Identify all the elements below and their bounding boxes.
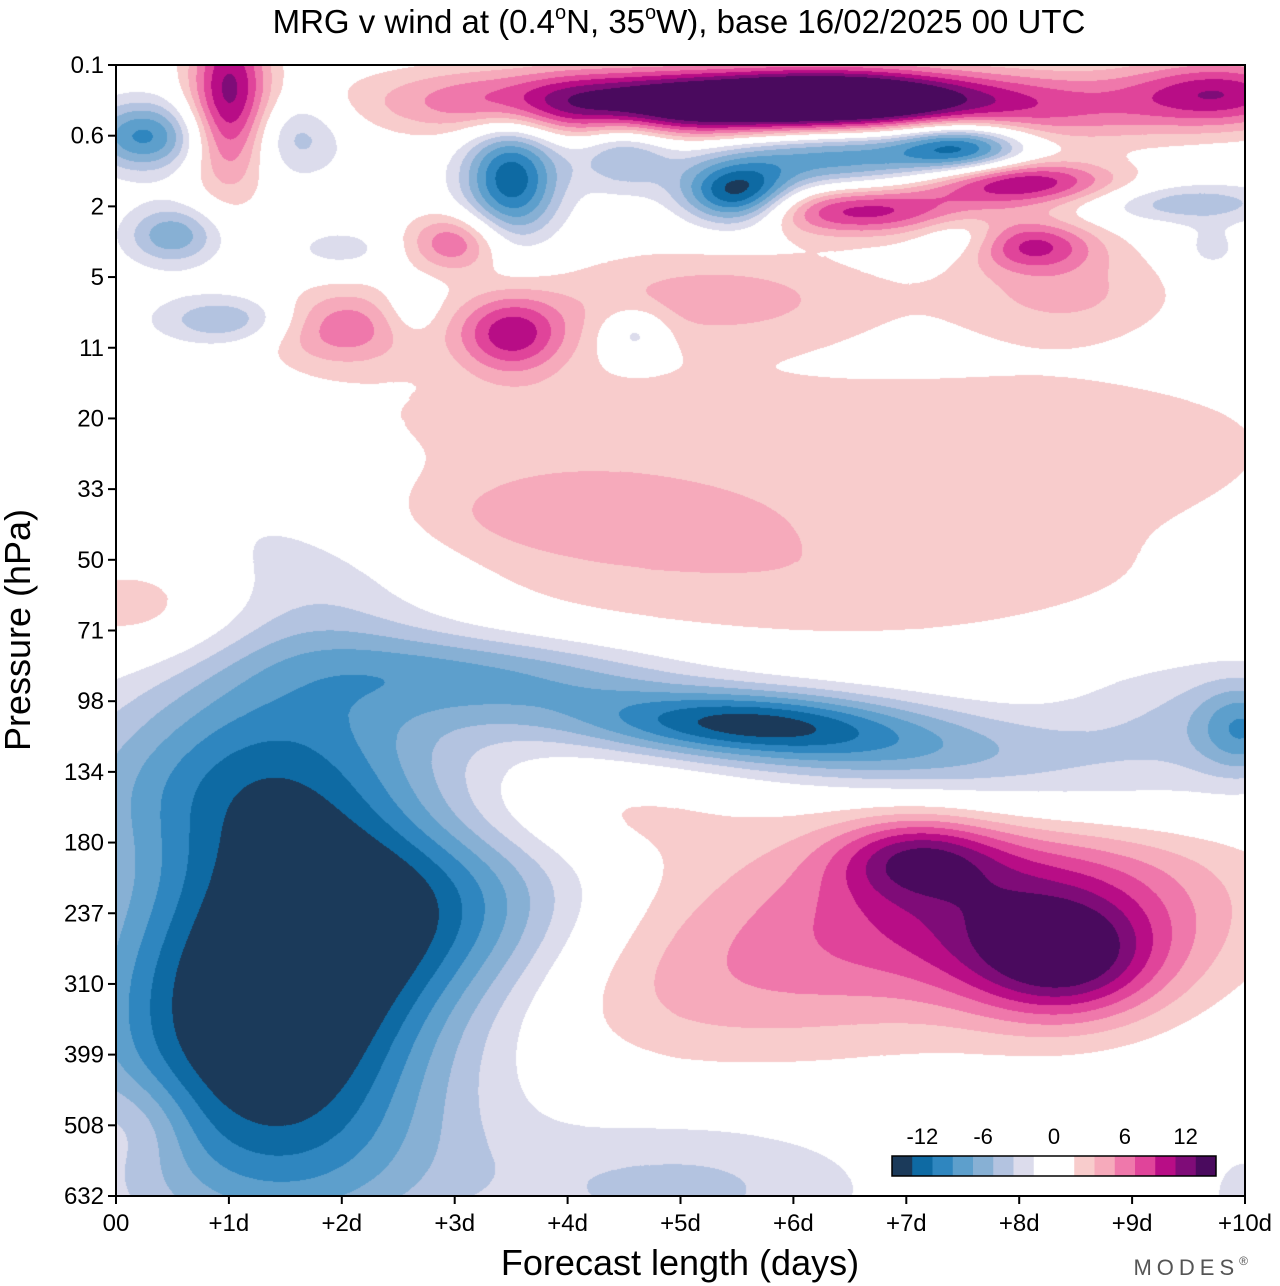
x-tick-label: 00: [103, 1210, 130, 1237]
colorbar-swatch: [1114, 1156, 1136, 1176]
y-tick-label: 0.1: [71, 52, 104, 79]
colorbar-swatch: [932, 1156, 954, 1176]
colorbar-swatch: [1175, 1156, 1197, 1176]
colorbar-swatch: [1195, 1156, 1217, 1176]
colorbar: -12 -6 0 6 12: [891, 1124, 1217, 1177]
x-tick-label: +1d: [209, 1210, 250, 1237]
x-tick-label: +5d: [660, 1210, 701, 1237]
x-tick-label: +4d: [547, 1210, 588, 1237]
modes-logo: MODES®: [1133, 1254, 1248, 1280]
colorbar-swatch: [912, 1156, 933, 1176]
contour-field: [116, 65, 1245, 1196]
y-tick-label: 310: [64, 971, 104, 998]
x-tick-label: +2d: [321, 1210, 362, 1237]
title-degree-2: o: [645, 2, 656, 24]
x-tick-label: +7d: [886, 1210, 927, 1237]
chart-title: MRG v wind at (0.4oN, 35oW), base 16/02/…: [273, 2, 1086, 40]
colorbar-swatch: [892, 1156, 913, 1176]
colorbar-frame: [891, 1155, 1217, 1177]
colorbar-swatch: [1074, 1156, 1095, 1176]
colorbar-tick-label: 0: [1048, 1124, 1060, 1149]
title-part-2: N, 35: [566, 3, 645, 40]
y-tick-label: 98: [77, 688, 104, 715]
colorbar-swatch: [1033, 1156, 1055, 1176]
y-tick-label: 20: [77, 405, 104, 432]
x-tick-label: +3d: [434, 1210, 475, 1237]
y-tick-label: 33: [77, 476, 104, 503]
y-axis: 0.1 0.6 2 5 11 20 33 50 71 98 134 180 237 310 399 508 63…: [64, 52, 116, 1210]
modes-logo-mark: ®: [1239, 1254, 1248, 1268]
title-part-3: W), base 16/02/2025 00 UTC: [656, 3, 1085, 40]
colorbar-swatch: [1094, 1156, 1116, 1176]
y-tick-label: 50: [77, 547, 104, 574]
y-tick-label: 399: [64, 1042, 104, 1069]
colorbar-tick-label: -12: [906, 1124, 938, 1149]
colorbar-tick-label: -6: [973, 1124, 993, 1149]
x-tick-label: +9d: [1112, 1210, 1153, 1237]
colorbar-swatch: [1054, 1156, 1075, 1176]
x-tick-label: +8d: [999, 1210, 1040, 1237]
y-tick-label: 632: [64, 1183, 104, 1210]
y-tick-label: 5: [91, 264, 104, 291]
colorbar-swatch: [1013, 1156, 1035, 1176]
y-tick-label: 2: [91, 193, 104, 220]
title-degree-1: o: [555, 2, 566, 24]
colorbar-swatch: [973, 1156, 994, 1176]
y-tick-label: 237: [64, 900, 104, 927]
y-tick-label: 0.6: [71, 123, 104, 150]
colorbar-tick-label: 12: [1173, 1124, 1197, 1149]
y-tick-label: 11: [79, 335, 104, 362]
y-tick-label: 508: [64, 1112, 104, 1139]
y-tick-label: 134: [64, 759, 104, 786]
colorbar-swatch: [1135, 1156, 1156, 1176]
colorbar-tick-label: 6: [1119, 1124, 1131, 1149]
title-part-1: MRG v wind at (0.4: [273, 3, 555, 40]
y-tick-label: 71: [77, 618, 104, 645]
colorbar-swatch: [1155, 1156, 1176, 1176]
y-tick-label: 180: [64, 830, 104, 857]
colorbar-swatch: [993, 1156, 1014, 1176]
y-axis-title: Pressure (hPa): [0, 509, 38, 751]
modes-logo-text: MODES: [1133, 1255, 1239, 1280]
x-tick-label: +6d: [773, 1210, 814, 1237]
x-tick-label: +10d: [1218, 1210, 1272, 1237]
colorbar-swatch: [952, 1156, 974, 1176]
x-axis: 00 +1d +2d +3d +4d +5d +6d +7d +8d +9d +10d: [103, 1196, 1272, 1237]
x-axis-title: Forecast length (days): [501, 1242, 859, 1283]
